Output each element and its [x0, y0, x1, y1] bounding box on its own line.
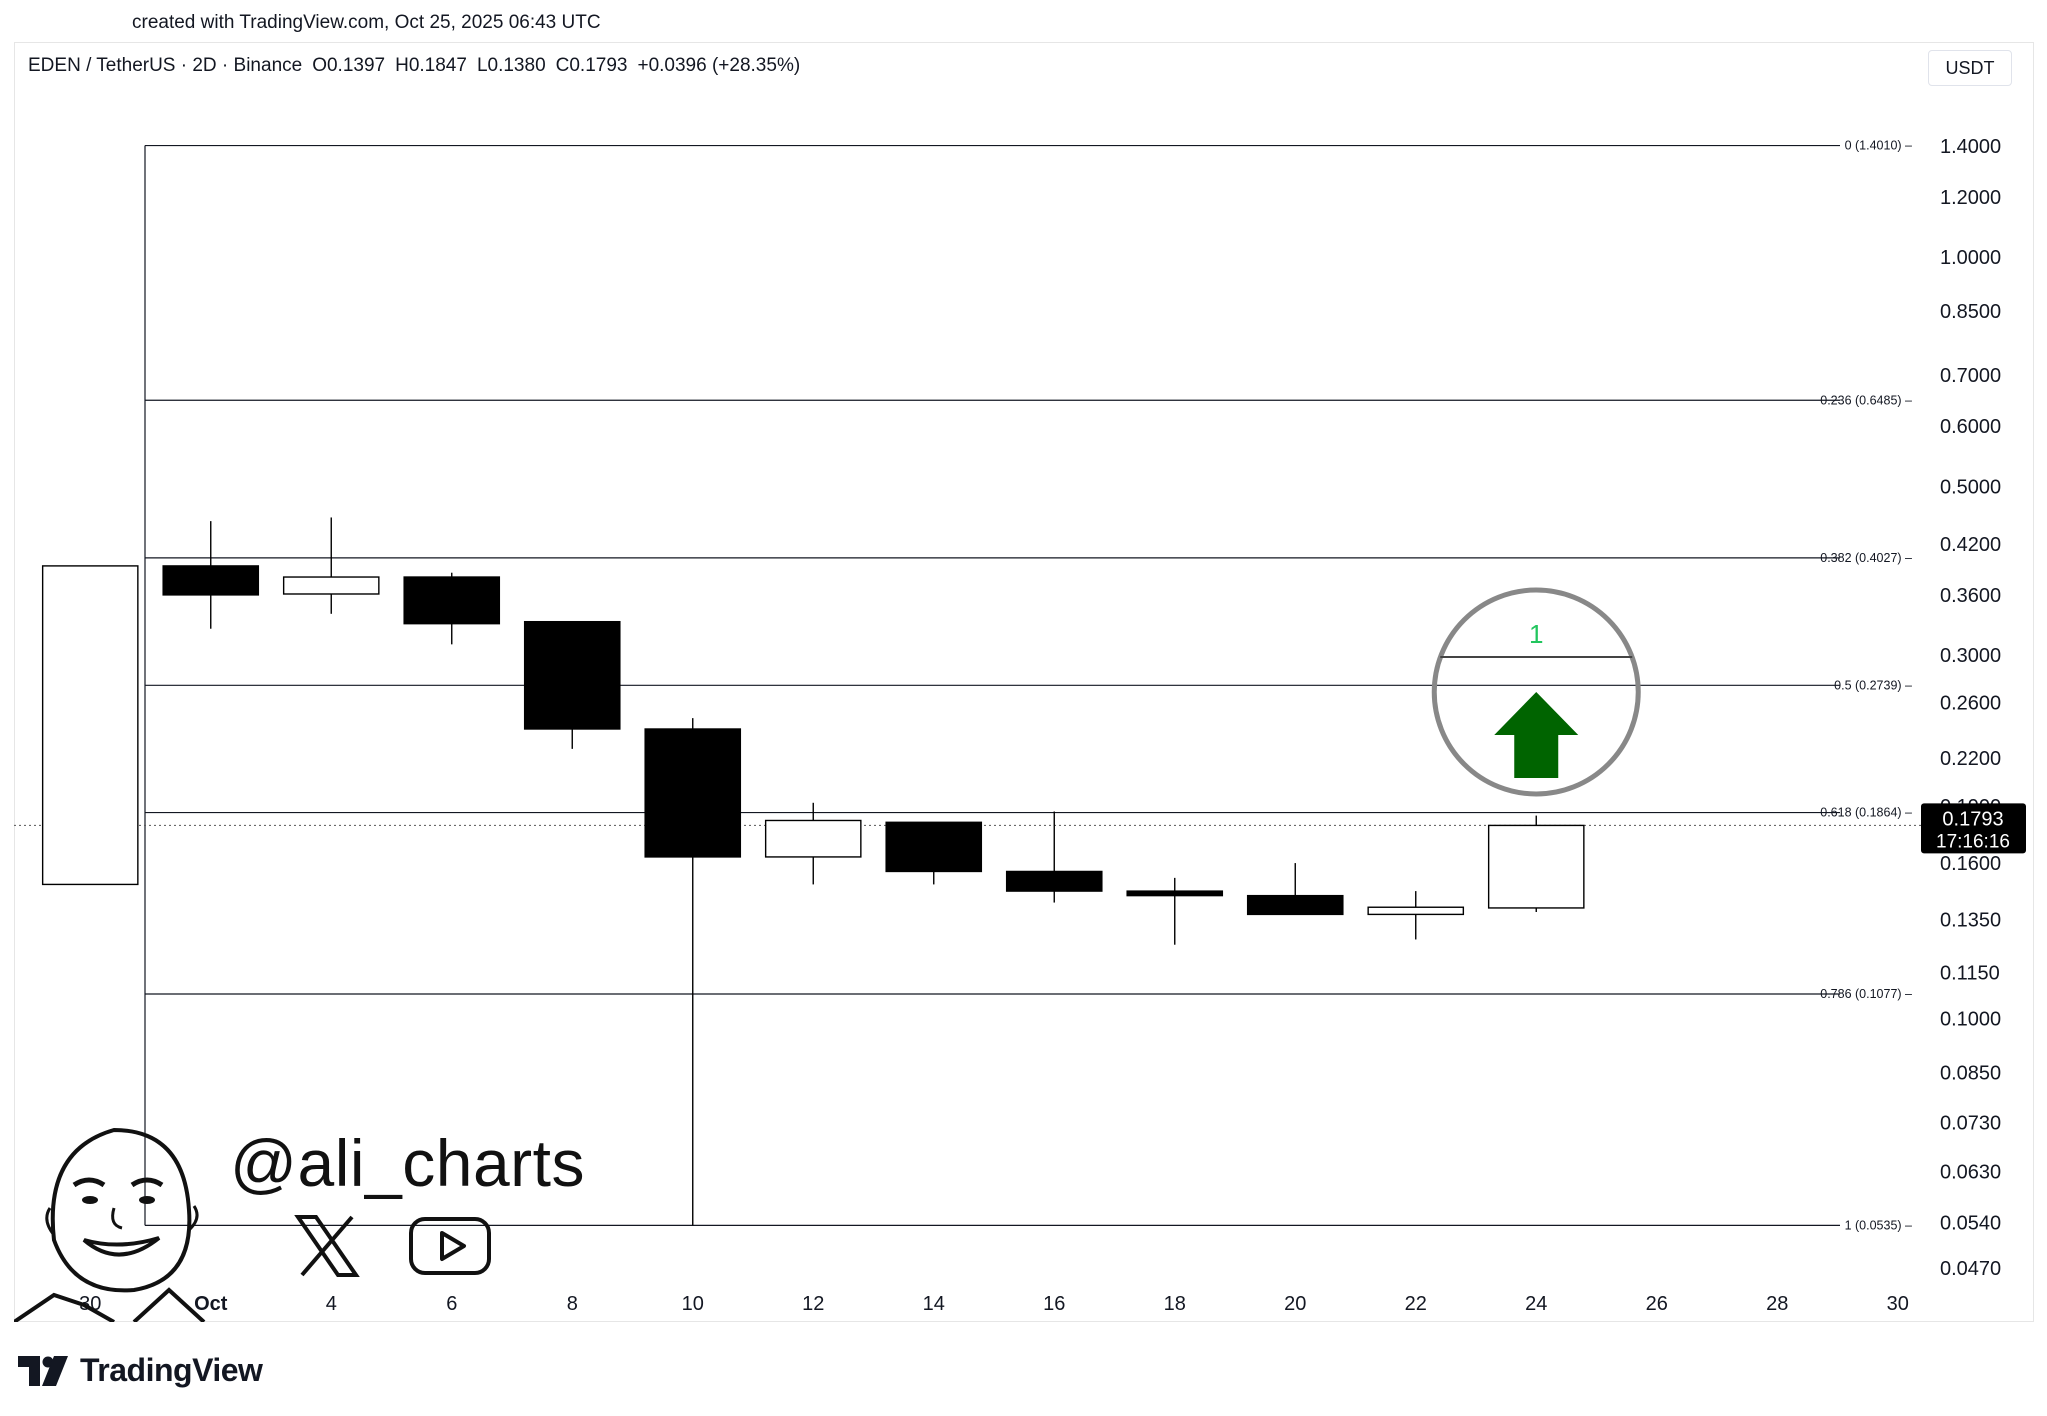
- price-tag-value: 0.1793: [1942, 808, 2003, 830]
- fib-level-label: 0.5 (0.2739) –: [1834, 678, 1912, 692]
- x-tick-label: 18: [1164, 1293, 1186, 1315]
- y-tick-label: 0.4200: [1940, 534, 2001, 556]
- x-tick-label: 8: [567, 1293, 578, 1315]
- y-tick-label: 0.0470: [1940, 1258, 2001, 1280]
- price-axis[interactable]: 1.4000 1.2000 1.0000 0.8500 0.7000 0.6000 0.50…: [1940, 136, 2001, 1280]
- social-icons: [294, 1215, 492, 1277]
- y-tick-label: 0.3600: [1940, 585, 2001, 607]
- y-tick-label: 0.6000: [1940, 416, 2001, 438]
- legend-high: H0.1847: [395, 55, 467, 76]
- y-tick-label: 0.1350: [1940, 909, 2001, 931]
- youtube-icon: [409, 1217, 491, 1275]
- y-tick-label: 0.2600: [1940, 693, 2001, 715]
- x-tick-label: Oct: [194, 1293, 228, 1315]
- tradingview-wordmark: TradingView: [80, 1352, 263, 1388]
- candle-bullish: [41, 565, 139, 886]
- x-logo-icon: [294, 1215, 360, 1277]
- author-handle: @ali_charts: [230, 1126, 585, 1200]
- price-tag-box: [1921, 803, 2026, 854]
- signal-annotation: 1: [1431, 587, 1641, 797]
- currency-selector[interactable]: USDT: [1928, 50, 2012, 86]
- candle-bullish: [282, 576, 380, 595]
- legend-open: O0.1397: [312, 55, 386, 76]
- fib-level-label: 1 (0.0535) –: [1845, 1218, 1912, 1232]
- x-tick-label: 12: [802, 1293, 824, 1315]
- x-tick-label: 6: [446, 1293, 457, 1315]
- candle-bullish: [1487, 824, 1585, 909]
- legend-low: L0.1380: [476, 55, 546, 76]
- fib-level-label: 0.618 (0.1864) –: [1820, 806, 1912, 820]
- y-tick-label: 0.0730: [1940, 1113, 2001, 1135]
- created-with-label: created with TradingView.com, Oct 25, 20…: [132, 12, 601, 33]
- x-tick-label: 10: [682, 1293, 704, 1315]
- candle-bearish: [162, 565, 260, 596]
- candle-bullish: [764, 819, 862, 858]
- tradingview-mark-icon: [18, 1355, 68, 1386]
- highlight-circle: [1431, 587, 1641, 797]
- caricature-avatar: [12, 1127, 206, 1324]
- y-tick-label: 0.1000: [1940, 1009, 2001, 1031]
- legend-close: C0.1793: [555, 55, 628, 76]
- candle-bearish: [1126, 890, 1224, 897]
- x-tick-label: 26: [1646, 1293, 1668, 1315]
- x-tick-label: 20: [1284, 1293, 1306, 1315]
- y-tick-label: 0.0540: [1940, 1212, 2001, 1234]
- candle-bearish: [644, 728, 742, 858]
- candle-bearish: [403, 576, 501, 625]
- fib-level-label: 0 (1.4010) –: [1845, 139, 1912, 153]
- price-tag-countdown: 17:16:16: [1936, 831, 2010, 852]
- author-watermark: @ali_charts: [12, 1090, 614, 1324]
- x-tick-label: 28: [1766, 1293, 1788, 1315]
- y-tick-label: 0.5000: [1940, 476, 2001, 498]
- y-tick-label: 0.0630: [1940, 1161, 2001, 1183]
- y-tick-label: 0.7000: [1940, 365, 2001, 387]
- x-tick-label: 4: [326, 1293, 337, 1315]
- y-tick-label: 0.1600: [1940, 853, 2001, 875]
- symbol-name[interactable]: EDEN / TetherUS · 2D · Binance: [28, 55, 303, 76]
- y-tick-label: 1.2000: [1940, 187, 2001, 209]
- fib-level-label: 0.786 (0.1077) –: [1820, 987, 1912, 1001]
- candle-bearish: [885, 821, 983, 873]
- candle-bearish: [1005, 870, 1103, 892]
- y-tick-label: 0.3000: [1940, 645, 2001, 667]
- x-tick-label: 22: [1405, 1293, 1427, 1315]
- symbol-legend: EDEN / TetherUS · 2D · Binance O0.1397 H0.…: [28, 55, 810, 77]
- y-tick-label: 0.8500: [1940, 301, 2001, 323]
- candle-bearish: [523, 620, 621, 730]
- signal-count-label: 1: [1529, 619, 1543, 649]
- x-tick-label: 16: [1043, 1293, 1065, 1315]
- candle-bullish: [1367, 906, 1465, 916]
- y-tick-label: 0.0850: [1940, 1062, 2001, 1084]
- candlestick-series: [41, 517, 1585, 1226]
- up-arrow-icon: [1494, 692, 1579, 778]
- y-tick-label: 1.0000: [1940, 247, 2001, 269]
- x-tick-label: 30: [1887, 1293, 1909, 1315]
- y-tick-label: 1.4000: [1940, 136, 2001, 158]
- chart-frame: [14, 42, 2034, 1322]
- fib-level-label: 0.236 (0.6485) –: [1820, 393, 1912, 407]
- tradingview-logo[interactable]: TradingView: [18, 1352, 263, 1389]
- fib-level-label: 0.382 (0.4027) –: [1820, 551, 1912, 565]
- y-tick-label: 0.2200: [1940, 748, 2001, 770]
- legend-change: +0.0396 (+28.35%): [637, 55, 801, 76]
- x-tick-label: 24: [1525, 1293, 1547, 1315]
- x-tick-label: 14: [923, 1293, 945, 1315]
- time-axis[interactable]: 30 Oct 4 6 8 10 12 14 16 18 20 22 24 26 28 30: [79, 1293, 1909, 1315]
- candle-bearish: [1246, 894, 1344, 916]
- y-tick-label: 0.1150: [1940, 962, 2000, 984]
